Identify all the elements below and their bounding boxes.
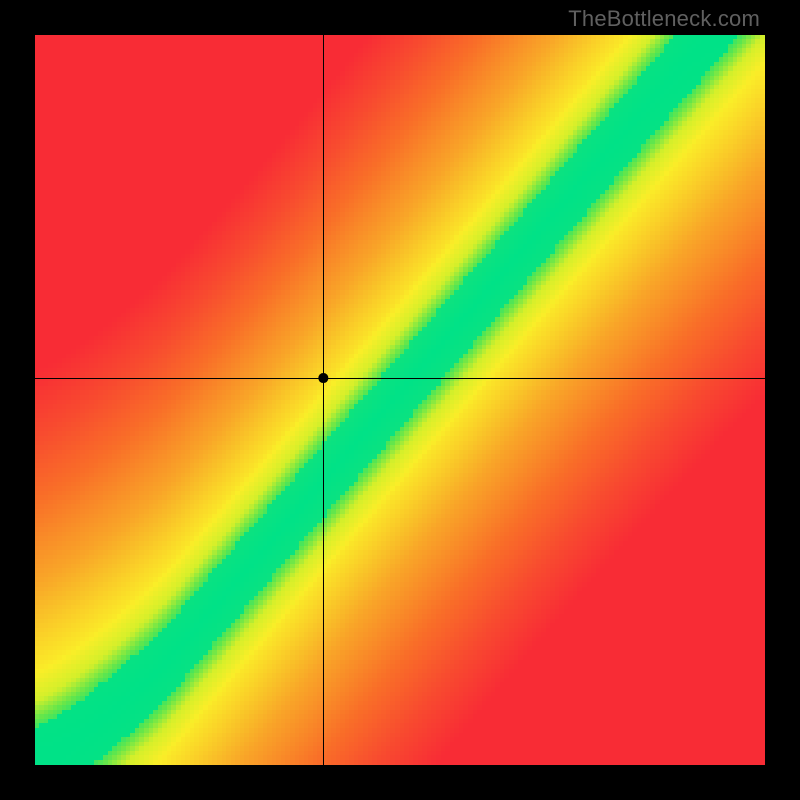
chart-outer-frame: TheBottleneck.com xyxy=(0,0,800,800)
heatmap-plot-area xyxy=(35,35,765,765)
heatmap-canvas xyxy=(35,35,765,765)
watermark-text: TheBottleneck.com xyxy=(568,6,760,32)
